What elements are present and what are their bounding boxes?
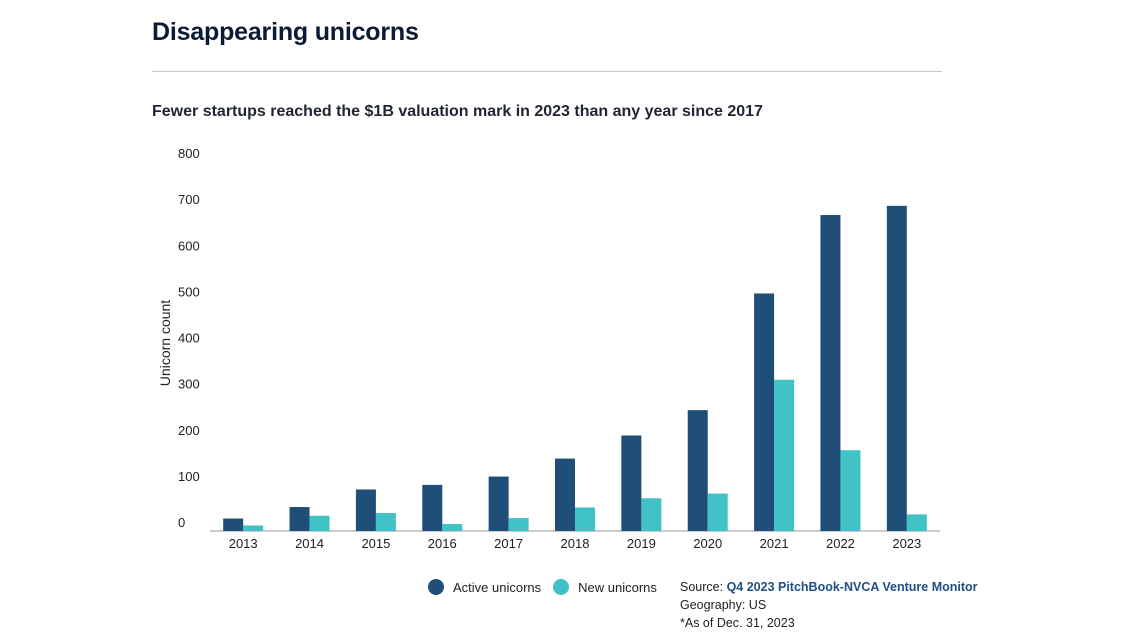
x-axis-ticks: 2013 2014 2015 2016 2017 2018 2019 2020 2021 2022… [229, 536, 922, 551]
x-tick-label: 2017 [494, 536, 523, 551]
page-title: Disappearing unicorns [152, 18, 419, 46]
y-axis-ticks: 800 700 600 500 400 300 200 100 0 [178, 146, 200, 530]
x-tick-label: 2015 [361, 536, 390, 551]
new-unicorns-bar-2019 [641, 498, 662, 531]
new-unicorns-bar-2016 [442, 524, 463, 531]
as-of-note: *As of Dec. 31, 2023 [680, 616, 795, 630]
legend-swatch-new [553, 579, 570, 595]
y-tick-label: 400 [178, 331, 200, 346]
new-unicorns-bar-2015 [375, 513, 396, 531]
geography-note: Geography: US [680, 598, 767, 612]
x-tick-label: 2020 [693, 536, 722, 551]
x-tick-label: 2018 [561, 536, 590, 551]
y-tick-label: 800 [178, 146, 200, 161]
y-tick-label: 300 [178, 377, 200, 392]
title-divider [152, 71, 942, 72]
x-tick-label: 2016 [428, 536, 457, 551]
active-unicorns-bar-2023 [886, 205, 907, 531]
source-note: Source: Q4 2023 PitchBook-NVCA Venture M… [680, 578, 978, 632]
active-unicorns-bar-2019 [621, 435, 642, 531]
new-unicorns-bar-2021 [774, 379, 795, 531]
x-tick-label: 2013 [229, 536, 258, 551]
y-tick-label: 700 [178, 192, 200, 207]
new-unicorns-bar-2020 [707, 493, 728, 531]
chart-subtitle: Fewer startups reached the $1B valuation… [152, 103, 763, 120]
y-tick-label: 100 [178, 469, 200, 484]
source-link[interactable]: Q4 2023 PitchBook-NVCA Venture Monitor [726, 580, 978, 594]
legend-item-new: New unicorns [553, 579, 657, 595]
active-unicorns-bar-2016 [422, 484, 443, 531]
active-unicorns-bar-2020 [687, 410, 708, 531]
new-unicorns-bar-2017 [508, 518, 529, 531]
legend-label-active: Active unicorns [453, 579, 542, 595]
source-prefix: Source: [680, 580, 727, 594]
new-unicorns-bar-2014 [309, 515, 330, 531]
active-unicorns-bar-2017 [488, 476, 509, 531]
y-tick-label: 0 [178, 515, 185, 530]
x-tick-label: 2019 [627, 536, 656, 551]
x-tick-label: 2023 [892, 536, 921, 551]
x-tick-label: 2022 [826, 536, 855, 551]
active-unicorns-bar-2022 [820, 215, 841, 531]
active-unicorns-bar-2014 [289, 507, 310, 531]
y-tick-label: 200 [178, 423, 200, 438]
bar-series [223, 205, 927, 531]
legend-item-active: Active unicorns [428, 579, 541, 595]
new-unicorns-bar-2023 [906, 514, 927, 531]
y-tick-label: 600 [178, 238, 200, 253]
y-axis-label: Unicorn count [157, 300, 173, 386]
legend-swatch-active [428, 579, 444, 595]
source-line: Source: Q4 2023 PitchBook-NVCA Venture M… [680, 578, 978, 596]
new-unicorns-bar-2022 [840, 450, 861, 531]
y-tick-label: 500 [178, 284, 200, 299]
new-unicorns-bar-2013 [243, 525, 264, 531]
active-unicorns-bar-2021 [754, 293, 775, 531]
x-tick-label: 2014 [295, 536, 324, 551]
x-tick-label: 2021 [760, 536, 789, 551]
active-unicorns-bar-2015 [355, 489, 376, 531]
legend-label-new: New unicorns [578, 579, 657, 595]
active-unicorns-bar-2018 [555, 458, 575, 531]
new-unicorns-bar-2018 [575, 507, 595, 531]
active-unicorns-bar-2013 [223, 518, 244, 531]
chart-legend: Active unicorns New unicorns [428, 579, 669, 595]
